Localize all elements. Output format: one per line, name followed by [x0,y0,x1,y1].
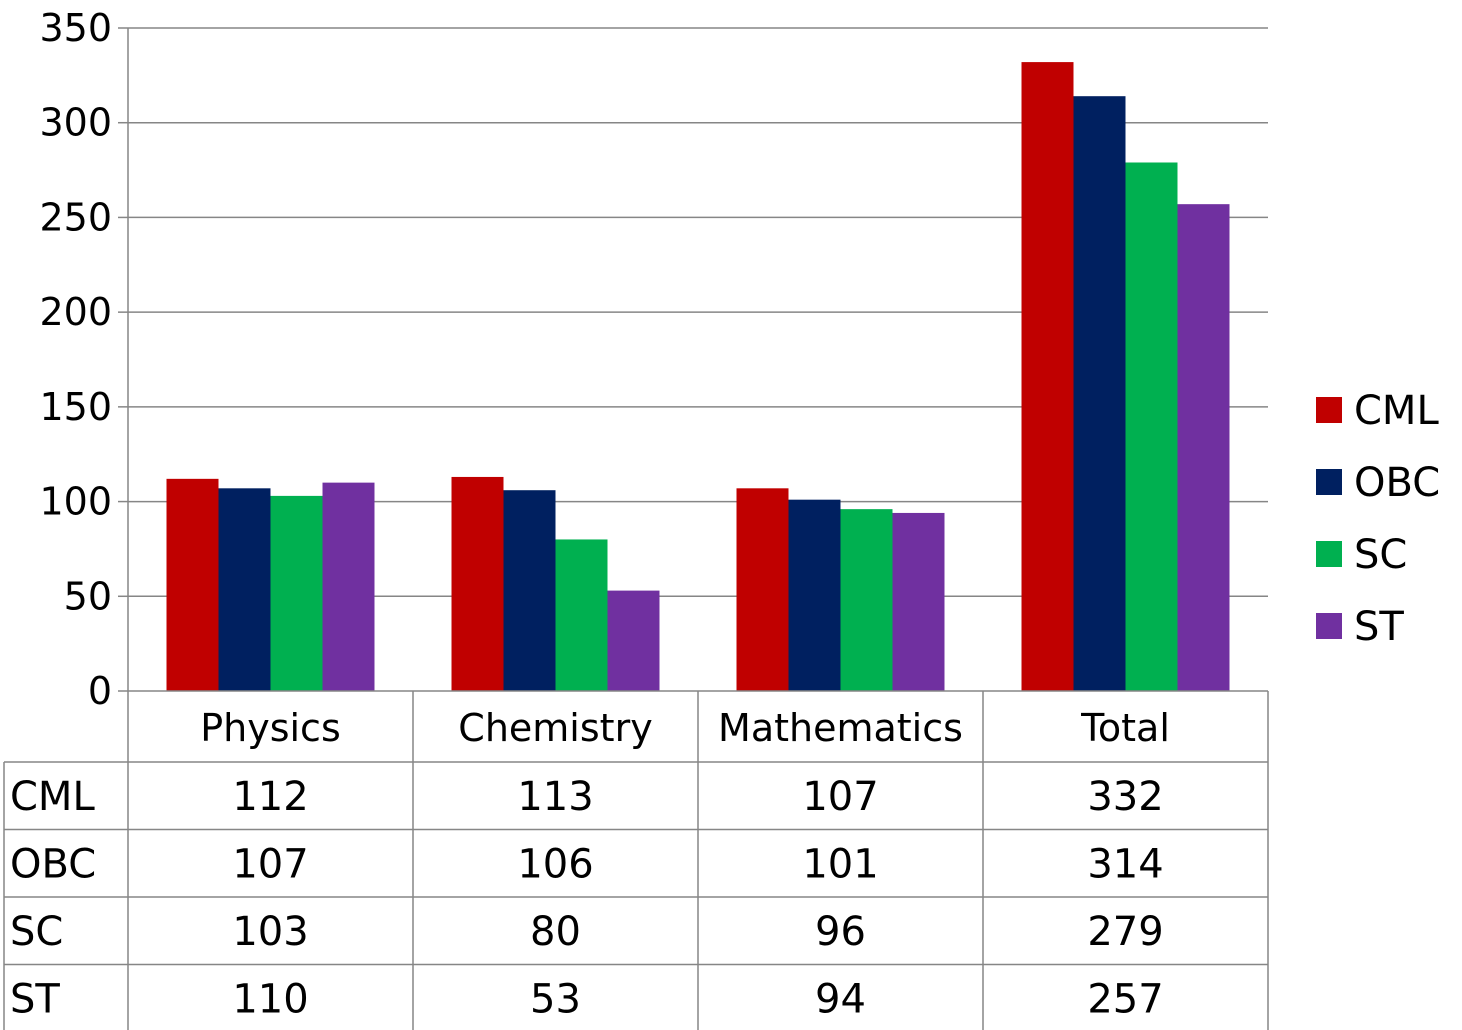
legend-swatch-st [1316,613,1342,639]
table-cell-value: 101 [802,842,878,888]
bar-obc-chemistry [503,490,556,691]
bar-cml-total [1021,62,1074,691]
bar-sc-chemistry [555,539,608,691]
axes: 0 50 100 150 200 250 300 350 [39,6,129,713]
bar-st-total [1177,204,1230,691]
bar-st-physics [322,482,375,691]
table-cell-value: 257 [1087,977,1163,1023]
legend-swatch-cml [1316,397,1342,423]
category-label: Mathematics [718,706,963,750]
category-label: Physics [200,706,341,750]
category-label: Total [1080,706,1170,750]
bar-st-mathematics [892,512,945,691]
table-row-label: OBC [10,842,96,888]
table-cell-value: 53 [530,977,581,1023]
legend-label-st: ST [1354,604,1404,650]
y-tick-label: 200 [39,290,112,334]
table-cell-value: 96 [815,909,866,955]
bar-st-chemistry [607,590,660,691]
bar-cml-chemistry [451,476,504,691]
bar-sc-physics [270,495,323,691]
y-tick-label: 0 [88,669,112,713]
y-tick-label: 300 [39,101,112,145]
y-tick-label: 150 [39,385,112,429]
bar-obc-physics [218,488,271,691]
legend-swatch-sc [1316,541,1342,567]
table-cell-value: 107 [232,842,308,888]
table-row-label: CML [10,774,95,820]
table-cell-value: 279 [1087,909,1163,955]
table-cell-value: 80 [530,909,581,955]
bars [166,62,1230,692]
y-tick-label: 50 [64,574,112,618]
bar-cml-physics [166,478,219,691]
table-row-label: SC [10,909,63,955]
bar-sc-total [1125,162,1178,692]
table-cell-value: 107 [802,774,878,820]
table-cell-value: 94 [815,977,866,1023]
bar-obc-total [1073,96,1126,692]
y-tick-label: 100 [39,480,112,524]
legend-label-sc: SC [1354,532,1407,578]
data-table: Physics Chemistry Mathematics Total CML 112 11… [3,690,1269,1030]
table-cell-value: 113 [517,774,593,820]
legend: CML OBC SC ST [1316,388,1440,650]
legend-swatch-obc [1316,469,1342,495]
y-tick-label: 350 [39,6,112,50]
category-label: Chemistry [458,706,652,750]
bar-sc-mathematics [840,509,893,691]
table-cell-value: 112 [232,774,308,820]
table-cell-value: 106 [517,842,593,888]
bar-cml-mathematics [736,488,789,691]
table-cell-value: 103 [232,909,308,955]
table-cell-value: 110 [232,977,308,1023]
legend-label-cml: CML [1354,388,1439,434]
y-tick-label: 250 [39,195,112,239]
legend-label-obc: OBC [1354,460,1440,506]
table-cell-value: 332 [1087,774,1163,820]
bar-obc-mathematics [788,499,841,691]
table-cell-value: 314 [1087,842,1163,888]
table-row-label: ST [10,977,60,1023]
